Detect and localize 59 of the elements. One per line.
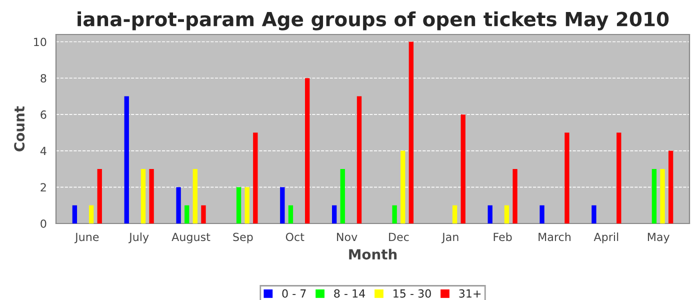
bar <box>668 150 674 224</box>
x-tick-label: Nov <box>337 232 358 242</box>
x-tick-label: July <box>128 232 149 244</box>
bar <box>97 168 102 224</box>
x-tick-label: Sep <box>233 232 253 244</box>
bar <box>192 168 198 224</box>
x-tick-label: March <box>538 232 570 242</box>
bar <box>304 78 310 224</box>
bar <box>392 205 397 224</box>
bar <box>88 205 94 224</box>
x-tick-label: Jan <box>442 232 458 244</box>
bar <box>236 187 242 224</box>
bar <box>288 205 294 224</box>
y-tick-label: 8 <box>40 74 46 82</box>
x-tick-label: April <box>594 232 618 244</box>
bar <box>592 205 596 224</box>
bar <box>652 168 657 224</box>
bar <box>504 205 510 224</box>
bar <box>460 114 466 224</box>
y-tick-label: 4 <box>40 146 46 156</box>
x-tick-label: June <box>74 232 99 244</box>
chart-title: iana-prot-param Age groups of open tickets May 2010 <box>78 11 669 30</box>
bar <box>149 168 154 224</box>
legend-label: 15 - 30 <box>394 289 431 298</box>
legend-label: 8 - 14 <box>334 289 366 298</box>
x-tick-label: Dec <box>389 232 409 242</box>
bar <box>488 205 492 224</box>
bar <box>452 205 458 224</box>
bar <box>408 42 414 224</box>
bar <box>124 96 129 224</box>
bar <box>400 150 406 224</box>
bar <box>332 205 337 224</box>
bar <box>253 132 258 224</box>
bar <box>140 168 146 224</box>
x-tick-label: Oct <box>286 232 304 242</box>
x-axis-title: Month <box>349 248 397 260</box>
x-tick-label: May <box>648 232 670 244</box>
x-tick-label: August <box>172 232 210 244</box>
bar <box>184 205 190 224</box>
bar <box>176 187 181 224</box>
x-tick-label: Feb <box>494 232 512 242</box>
y-tick-label: 2 <box>40 183 46 192</box>
bar <box>201 205 206 224</box>
legend-label: 31+ <box>459 289 481 298</box>
legend-label: 0 - 7 <box>282 289 306 298</box>
bar <box>540 205 544 224</box>
y-tick-label: 0 <box>40 219 46 228</box>
y-tick-label: 6 <box>40 110 46 119</box>
bar <box>280 187 285 224</box>
bar <box>244 187 250 224</box>
y-axis-title: Count <box>14 106 25 152</box>
bar <box>512 168 518 224</box>
bar <box>616 132 622 224</box>
bar <box>660 168 665 224</box>
bar <box>72 205 78 224</box>
bar <box>564 132 570 224</box>
bar <box>356 96 362 224</box>
y-tick-label: 10 <box>34 38 46 46</box>
bar <box>340 168 345 224</box>
